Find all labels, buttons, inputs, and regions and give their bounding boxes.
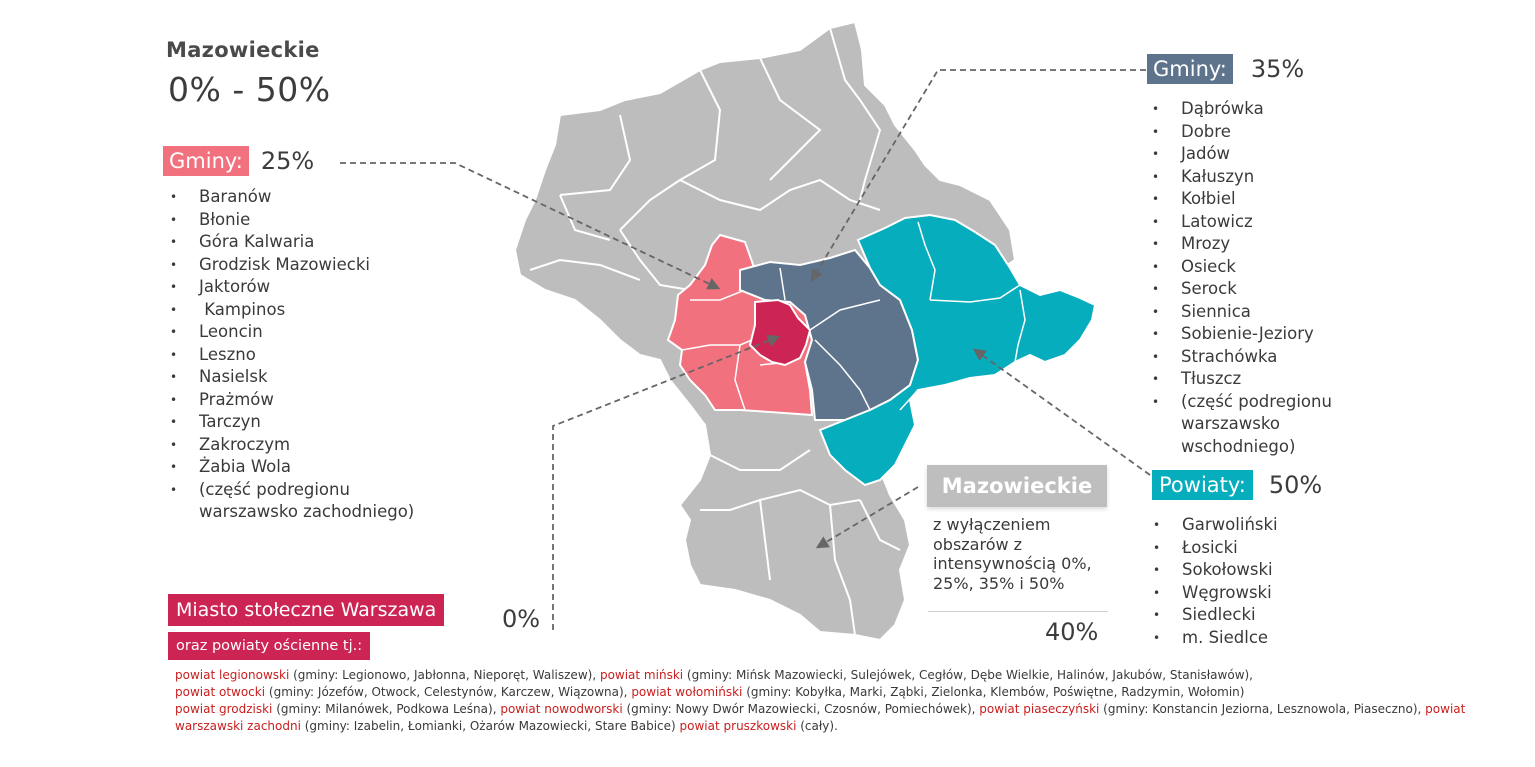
region-warszawa-0 <box>748 298 812 367</box>
gminy-25-percent: 25% <box>260 147 315 176</box>
footnote-gminy: (gminy: Izabelin, Łomianki, Ożarów Mazow… <box>300 719 680 733</box>
mazowieckie-40-description: z wyłączeniem obszarów z intensywnością … <box>933 515 1092 593</box>
powiaty-50-tag: Powiaty: <box>1152 470 1253 501</box>
list-item: Jaktorów <box>166 276 466 299</box>
warszawa-tag: Miasto stołeczne Warszawa <box>168 594 445 626</box>
footnote-gminy: (cały). <box>796 719 838 733</box>
footnote-gminy: (gminy: Mińsk Mazowiecki, Sulejówek, Ceg… <box>683 668 1253 682</box>
list-item: (część podregionu warszawsko zachodniego… <box>166 479 449 524</box>
region-range: 0% - 50% <box>168 70 331 109</box>
leader-gminy-35 <box>810 69 1146 283</box>
footnote-powiat: powiat pruszkowski <box>679 719 797 733</box>
warszawa-subtag: oraz powiaty ościenne tj.: <box>168 632 371 660</box>
gminy-25-tag: Gminy: <box>163 146 249 177</box>
gminy-35-percent: 35% <box>1250 55 1305 84</box>
footnote-gminy: (gminy: Nowy Dwór Mazowiecki, Czosnów, P… <box>622 702 980 716</box>
powiaty-50-list: Garwoliński Łosicki Sokołowski Węgrowski… <box>1149 514 1369 649</box>
list-item: Leszno <box>166 344 466 367</box>
list-item: Kołbiel <box>1148 188 1368 211</box>
warszawa-percent: 0% <box>502 605 541 633</box>
list-item: Kałuszyn <box>1148 166 1368 189</box>
gminy-35-tag: Gminy: <box>1147 54 1233 85</box>
slate-borders <box>779 267 881 411</box>
list-item: Dobre <box>1148 121 1368 144</box>
list-item: Siennica <box>1148 301 1368 324</box>
list-item: Węgrowski <box>1149 582 1369 605</box>
gminy-35-list: Dąbrówka Dobre Jadów Kałuszyn Kołbiel La… <box>1148 98 1368 458</box>
list-item: Baranów <box>166 186 466 209</box>
list-item: Garwoliński <box>1149 514 1369 537</box>
list-item: Jadów <box>1148 143 1368 166</box>
list-item: Grodzisk Mazowiecki <box>166 254 466 277</box>
list-item: m. Siedlce <box>1149 627 1369 650</box>
mazowieckie-40-percent: 40% <box>1045 618 1099 646</box>
list-item: Kampinos <box>166 299 466 322</box>
mazowieckie-40-tag: Mazowieckie <box>927 465 1107 507</box>
footnote-powiat: powiat warszawski zachodni <box>175 702 1466 733</box>
list-item: Prażmów <box>166 389 466 412</box>
footnote-gminy: (gminy: Legionowo, Jabłonna, Nieporęt, W… <box>289 668 600 682</box>
legend-gminy-25-header: Gminy: 25% <box>163 146 315 177</box>
footnote-powiat: powiat grodziski <box>175 702 273 716</box>
footnote-gminy: (gminy: Milanówek, Podkowa Leśna), <box>272 702 501 716</box>
list-item: Latowicz <box>1148 211 1368 234</box>
region-title: Mazowieckie <box>166 38 320 62</box>
footnote-powiat: powiat nowodworski <box>500 702 623 716</box>
footnote-gminy: (gminy: Kobyłka, Marki, Ząbki, Zielonka,… <box>742 685 1245 699</box>
list-item: Sobienie-Jeziory <box>1148 323 1368 346</box>
list-item: Leoncin <box>166 321 466 344</box>
footnote-gminy: (gminy: Józefów, Otwock, Celestynów, Kar… <box>265 685 632 699</box>
footnote-powiat: powiat miński <box>599 668 684 682</box>
footnote-powiat: powiat legionowski <box>175 668 290 682</box>
list-item: Łosicki <box>1149 537 1369 560</box>
powiaty-50-percent: 50% <box>1268 471 1323 500</box>
leader-warszawa-0 <box>552 334 781 630</box>
footnote-powiat: powiat wołomiński <box>631 685 743 699</box>
footnote-powiat: powiat otwocki <box>175 685 266 699</box>
leader-powiaty-50 <box>972 348 1151 476</box>
footnote-gminy: (gminy: Konstancin Jeziorna, Lesznowola,… <box>1099 702 1426 716</box>
teal-borders <box>899 221 1026 411</box>
footnote-powiat: powiat piaseczyński <box>979 702 1100 716</box>
list-item: Sokołowski <box>1149 559 1369 582</box>
footnote: powiat legionowski (gminy: Legionowo, Ja… <box>175 667 1475 735</box>
list-item: Mrozy <box>1148 233 1368 256</box>
leader-lines <box>340 69 1151 630</box>
list-item: Dąbrówka <box>1148 98 1368 121</box>
region-powiaty-50 <box>818 213 1097 487</box>
list-item: Zakroczym <box>166 434 466 457</box>
list-item: Tłuszcz <box>1148 368 1368 391</box>
list-item: Osieck <box>1148 256 1368 279</box>
list-item: Błonie <box>166 209 466 232</box>
list-item: Tarczyn <box>166 411 466 434</box>
leader-gminy-25 <box>340 162 721 290</box>
divider <box>928 611 1108 612</box>
county-borders <box>529 27 901 636</box>
list-item: Żabia Wola <box>166 456 466 479</box>
list-item: Nasielsk <box>166 366 466 389</box>
list-item: Serock <box>1148 278 1368 301</box>
legend-powiaty-50-header: Powiaty: 50% <box>1152 470 1323 501</box>
gminy-25-list: Baranów Błonie Góra Kalwaria Grodzisk Ma… <box>166 186 466 524</box>
list-item: Góra Kalwaria <box>166 231 466 254</box>
list-item: Strachówka <box>1148 346 1368 369</box>
list-item: Siedlecki <box>1149 604 1369 627</box>
legend-gminy-35-header: Gminy: 35% <box>1147 54 1305 85</box>
list-item: (część podregionu warszawsko wschodniego… <box>1148 391 1351 459</box>
